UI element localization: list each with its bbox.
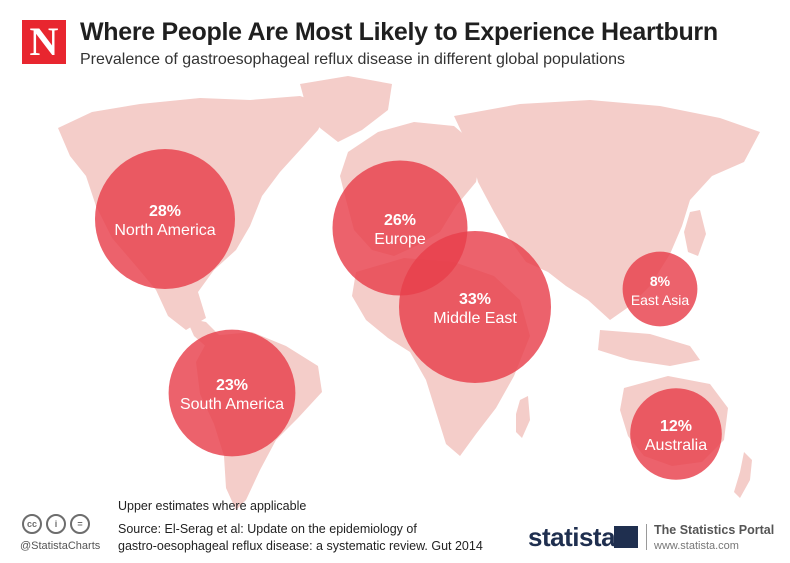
creative-commons-icons: cc i = <box>22 514 90 534</box>
map-new-zealand <box>734 452 752 498</box>
bubble-north-america <box>95 149 235 289</box>
region-label-south-america: South America <box>180 396 284 413</box>
value-label-middle-east: 33% <box>459 291 491 308</box>
map-greenland <box>300 76 392 142</box>
newsweek-logo: N <box>22 20 66 64</box>
map-madagascar <box>516 396 530 438</box>
bubble-south-america <box>168 329 296 457</box>
source-line-2: gastro-oesophageal reflux disease: a sys… <box>118 539 483 553</box>
map-indonesia <box>598 330 700 366</box>
attribution-icon: i <box>46 514 66 534</box>
footer-divider <box>646 524 647 550</box>
value-label-europe: 26% <box>384 212 416 229</box>
statista-logo-icon <box>614 526 638 548</box>
value-label-south-america: 23% <box>216 377 248 394</box>
bubble-east-asia <box>622 251 698 327</box>
chart-subtitle: Prevalence of gastroesophageal reflux di… <box>80 51 625 68</box>
source-line-1: Source: El-Serag et al: Update on the ep… <box>118 522 417 536</box>
statista-url: www.statista.com <box>654 540 739 552</box>
statistics-portal-label: The Statistics Portal <box>654 523 775 537</box>
region-label-north-america: North America <box>114 222 215 239</box>
value-label-east-asia: 8% <box>650 273 671 289</box>
value-label-north-america: 28% <box>149 203 181 220</box>
twitter-handle: @StatistaCharts <box>20 540 101 552</box>
region-label-east-asia: East Asia <box>631 292 690 308</box>
region-label-europe: Europe <box>374 231 426 248</box>
value-label-australia: 12% <box>660 418 692 435</box>
source-note: Source: El-Serag et al: Update on the ep… <box>118 521 483 555</box>
map-asia <box>454 100 760 320</box>
region-label-australia: Australia <box>645 437 707 454</box>
bubble-label-layer: 28% North America 26% Europe 33% Middle East 8… <box>114 203 707 454</box>
map-japan <box>684 210 706 256</box>
bubble-australia <box>630 388 722 480</box>
statista-wordmark: statista <box>528 522 616 552</box>
no-derivatives-icon: = <box>70 514 90 534</box>
bubble-layer <box>95 149 722 480</box>
chart-title: Where People Are Most Likely to Experien… <box>80 18 718 46</box>
bubble-middle-east <box>399 231 551 383</box>
region-label-middle-east: Middle East <box>433 310 517 327</box>
footnote: Upper estimates where applicable <box>118 499 307 513</box>
cc-icon: cc <box>22 514 42 534</box>
